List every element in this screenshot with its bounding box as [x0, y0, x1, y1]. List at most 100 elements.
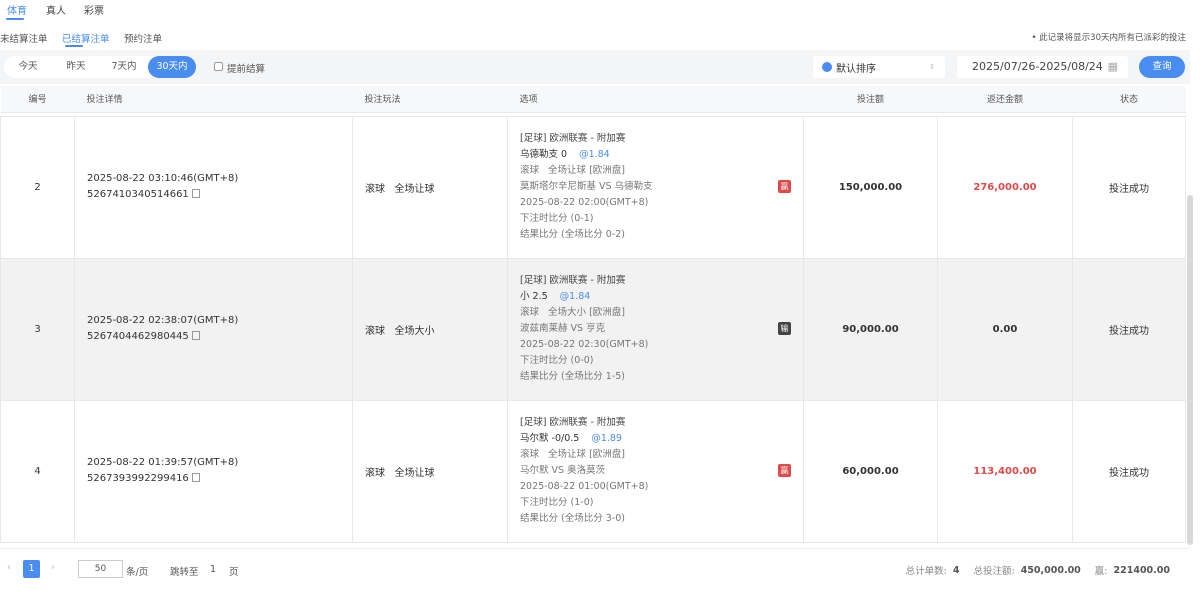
return-amount: 276,000.00	[937, 115, 1073, 259]
stake: 60,000.00	[803, 399, 938, 543]
kickoff: 2025-08-22 02:00(GMT+8)	[520, 197, 649, 208]
bet-option: [足球] 欧洲联赛 - 附加赛 乌德勒支 0 @1.84 滚球 全场让球 [欧洲盘…	[507, 115, 804, 259]
table-row: 4 2025-08-22 01:39:57(GMT+8) 526739399229…	[0, 399, 1186, 543]
bet-score: 下注时比分 (0-1)	[520, 213, 594, 224]
kickoff: 2025-08-22 02:30(GMT+8)	[520, 339, 649, 350]
date-range-input[interactable]: 2025/07/26-2025/08/24 ▦	[957, 56, 1128, 78]
pick: 小 2.5	[520, 291, 548, 302]
result-score: 结果比分 (全场比分 0-2)	[520, 229, 625, 240]
range-today[interactable]: 今天	[18, 61, 38, 72]
bet-time: 2025-08-22 01:39:57(GMT+8)	[87, 457, 239, 468]
subtab-underline	[65, 45, 83, 47]
stake: 150,000.00	[803, 115, 938, 259]
count-value: 4	[952, 564, 960, 576]
table-row: 2 2025-08-22 03:10:46(GMT+8) 526741034051…	[0, 115, 1186, 259]
bet-play: 滚球 全场让球	[352, 115, 508, 259]
pick: 马尔默 -0/0.5	[520, 433, 580, 444]
match: 莫斯塔尔辛尼斯基 VS 乌德勒支	[520, 181, 653, 192]
order-number: 5267404462980445	[87, 331, 189, 342]
range-30days[interactable]: 30天内	[148, 56, 196, 78]
market: 滚球 全场大小 [欧洲盘]	[520, 307, 625, 318]
bet-play: 滚球 全场大小	[352, 257, 508, 401]
tab-underline	[6, 18, 24, 20]
pick: 乌德勒支 0	[520, 149, 568, 160]
bet-score: 下注时比分 (1-0)	[520, 497, 594, 508]
win-badge: 赢	[778, 464, 791, 477]
pagination-footer: ‹ 1 › 50 条/页 跳转至 1 页 总计单数: 4 总投注额: 450,0…	[0, 548, 1190, 588]
header-details: 投注详情	[74, 86, 353, 113]
match: 波兹南莱赫 VS 亨克	[520, 323, 606, 334]
bet-option: [足球] 欧洲联赛 - 附加赛 马尔默 -0/0.5 @1.89 滚球 全场让球 …	[507, 399, 804, 543]
page-size-input[interactable]: 50	[78, 560, 123, 578]
jump-label: 跳转至	[170, 567, 199, 578]
count-label: 总计单数:	[905, 566, 947, 577]
return-amount: 113,400.00	[937, 399, 1073, 543]
odds: @1.84	[559, 291, 591, 302]
bet-details: 2025-08-22 02:38:07(GMT+8) 52674044629804…	[74, 257, 353, 401]
range-yesterday[interactable]: 昨天	[66, 61, 86, 72]
win-label: 赢:	[1094, 566, 1108, 577]
page-1-button[interactable]: 1	[23, 560, 40, 578]
tab-reserved[interactable]: 预约注单	[124, 34, 163, 45]
per-page-label: 条/页	[126, 567, 149, 578]
notice-text: • 此记录将显示30天内所有已派彩的投注	[1031, 33, 1186, 43]
stake-value: 450,000.00	[1020, 564, 1081, 576]
header-option: 选项	[507, 86, 804, 113]
kickoff: 2025-08-22 01:00(GMT+8)	[520, 481, 649, 492]
market: 滚球 全场让球 [欧洲盘]	[520, 165, 625, 176]
bet-details: 2025-08-22 03:10:46(GMT+8) 52674103405146…	[74, 115, 353, 259]
page-unit-label: 页	[229, 567, 239, 578]
bet-id: 4	[0, 399, 75, 543]
copy-icon[interactable]	[191, 331, 200, 340]
calendar-icon: ▦	[1107, 60, 1118, 73]
jump-page-input[interactable]: 1	[210, 564, 217, 575]
range-7days[interactable]: 7天内	[111, 61, 137, 72]
win-value: 221400.00	[1113, 564, 1171, 576]
header-play: 投注玩法	[352, 86, 508, 113]
header-status: 状态	[1072, 86, 1186, 113]
odds: @1.89	[591, 433, 622, 444]
bet-score: 下注时比分 (0-0)	[520, 355, 594, 366]
lose-badge: 输	[778, 322, 791, 335]
tab-settled[interactable]: 已结算注单	[62, 34, 110, 45]
tab-live-casino[interactable]: 真人	[46, 6, 66, 17]
query-button[interactable]: 查询	[1139, 56, 1185, 78]
bet-id: 3	[0, 257, 75, 401]
sort-select[interactable]: 默认排序 ⇕	[813, 56, 945, 78]
result-score: 结果比分 (全场比分 3-0)	[520, 513, 625, 524]
odds: @1.84	[579, 149, 610, 160]
sort-value: 默认排序	[836, 63, 876, 75]
order-number: 5267393992299416	[87, 473, 189, 484]
early-settle-checkbox[interactable]	[214, 62, 223, 71]
tab-sports[interactable]: 体育	[7, 6, 27, 17]
header-return: 返还金额	[937, 86, 1073, 113]
prev-page-icon[interactable]: ‹	[7, 562, 11, 573]
bet-id: 2	[0, 115, 75, 259]
header-stake: 投注额	[803, 86, 938, 113]
tab-unsettled[interactable]: 未结算注单	[0, 34, 48, 45]
stake: 90,000.00	[803, 257, 938, 401]
copy-icon[interactable]	[191, 473, 200, 482]
tab-lottery[interactable]: 彩票	[84, 6, 104, 17]
check-circle-icon	[822, 62, 832, 72]
bet-option: [足球] 欧洲联赛 - 附加赛 小 2.5 @1.84 滚球 全场大小 [欧洲盘]…	[507, 257, 804, 401]
copy-icon[interactable]	[191, 189, 200, 198]
table-row: 3 2025-08-22 02:38:07(GMT+8) 526740446298…	[0, 257, 1186, 401]
return-amount: 0.00	[937, 257, 1073, 401]
result-score: 结果比分 (全场比分 1-5)	[520, 371, 625, 382]
bet-details: 2025-08-22 01:39:57(GMT+8) 52673939922994…	[74, 399, 353, 543]
header-id: 编号	[0, 86, 75, 113]
bet-time: 2025-08-22 03:10:46(GMT+8)	[87, 173, 239, 184]
status: 投注成功	[1072, 399, 1186, 543]
early-settle-label: 提前结算	[227, 64, 266, 75]
date-range-segment: 今天 昨天 7天内 30天内	[4, 56, 196, 78]
date-range-value: 2025/07/26-2025/08/24	[972, 60, 1103, 73]
order-number: 5267410340514661	[87, 189, 189, 200]
next-page-icon[interactable]: ›	[51, 562, 55, 573]
summary: 总计单数: 4 总投注额: 450,000.00 赢: 221400.00	[905, 563, 1171, 578]
bets-table: 编号 投注详情 投注玩法 选项 投注额 返还金额 状态 2 2025-08-22…	[0, 86, 1186, 543]
table-header: 编号 投注详情 投注玩法 选项 投注额 返还金额 状态	[0, 86, 1186, 113]
match: 马尔默 VS 奥洛莫茨	[520, 465, 606, 476]
status: 投注成功	[1072, 257, 1186, 401]
scrollbar[interactable]	[1187, 195, 1193, 545]
